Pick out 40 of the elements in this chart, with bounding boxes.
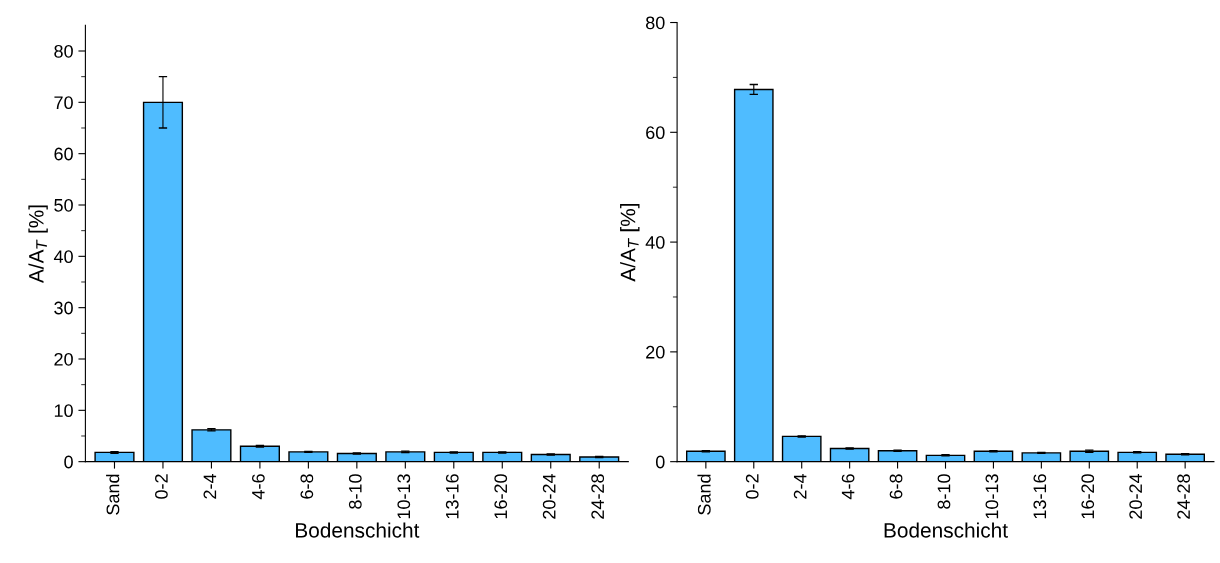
x-tick-label: 16-20 bbox=[1081, 474, 1095, 519]
x-tick-label: 24-28 bbox=[591, 474, 605, 519]
x-tick-label: 13-16 bbox=[1033, 474, 1047, 519]
x-tick-label: Sand bbox=[697, 474, 711, 515]
y-axis-title: A/A$_{T}$ [%] bbox=[28, 205, 48, 284]
x-tick-label: 10-13 bbox=[985, 474, 999, 519]
x-tick-label: 16-20 bbox=[494, 474, 508, 519]
x-tick-label: 6-8 bbox=[300, 474, 314, 499]
y-tick-label: 50 bbox=[54, 198, 73, 212]
y-tick-label: 0 bbox=[655, 455, 665, 469]
y-tick-label: 0 bbox=[64, 455, 73, 469]
y-axis-title: A/A$_{T}$ [%] bbox=[620, 204, 640, 282]
x-tick-label: Sand bbox=[106, 474, 120, 515]
x-tick-label: 8-10 bbox=[348, 474, 362, 509]
x-tick-label: 2-4 bbox=[203, 473, 217, 499]
x-tick-label: 0-2 bbox=[745, 474, 759, 499]
y-tick-label: 40 bbox=[53, 250, 73, 264]
y-tick-label: 20 bbox=[54, 352, 73, 366]
y-tick-label: 70 bbox=[54, 96, 73, 110]
x-tick-label: 4-6 bbox=[251, 474, 265, 500]
x-tick-label: 0-2 bbox=[155, 474, 168, 499]
y-tick-label: 80 bbox=[54, 44, 73, 58]
x-axis-title: Bodenschicht bbox=[296, 522, 420, 538]
x-tick-label: 10-13 bbox=[397, 474, 411, 519]
x-tick-label: 20-24 bbox=[1129, 473, 1143, 519]
y-tick-label: 60 bbox=[646, 126, 665, 140]
x-tick-label: 8-10 bbox=[937, 474, 951, 509]
y-tick-label: 40 bbox=[645, 236, 665, 249]
y-tick-label: 10 bbox=[54, 404, 73, 418]
x-axis-title: Bodenschicht bbox=[884, 522, 1008, 538]
y-tick-label: 60 bbox=[54, 147, 73, 161]
x-tick-label: 4-6 bbox=[841, 474, 855, 500]
x-tick-label: 2-4 bbox=[793, 473, 807, 499]
x-tick-label: 6-8 bbox=[889, 474, 903, 499]
y-tick-label: 30 bbox=[54, 301, 73, 315]
y-tick-label: 80 bbox=[646, 16, 665, 30]
y-tick-label: 20 bbox=[646, 345, 665, 359]
x-tick-label: 13-16 bbox=[445, 474, 459, 519]
x-tick-label: 24-28 bbox=[1177, 474, 1190, 519]
x-tick-label: 20-24 bbox=[542, 473, 556, 519]
